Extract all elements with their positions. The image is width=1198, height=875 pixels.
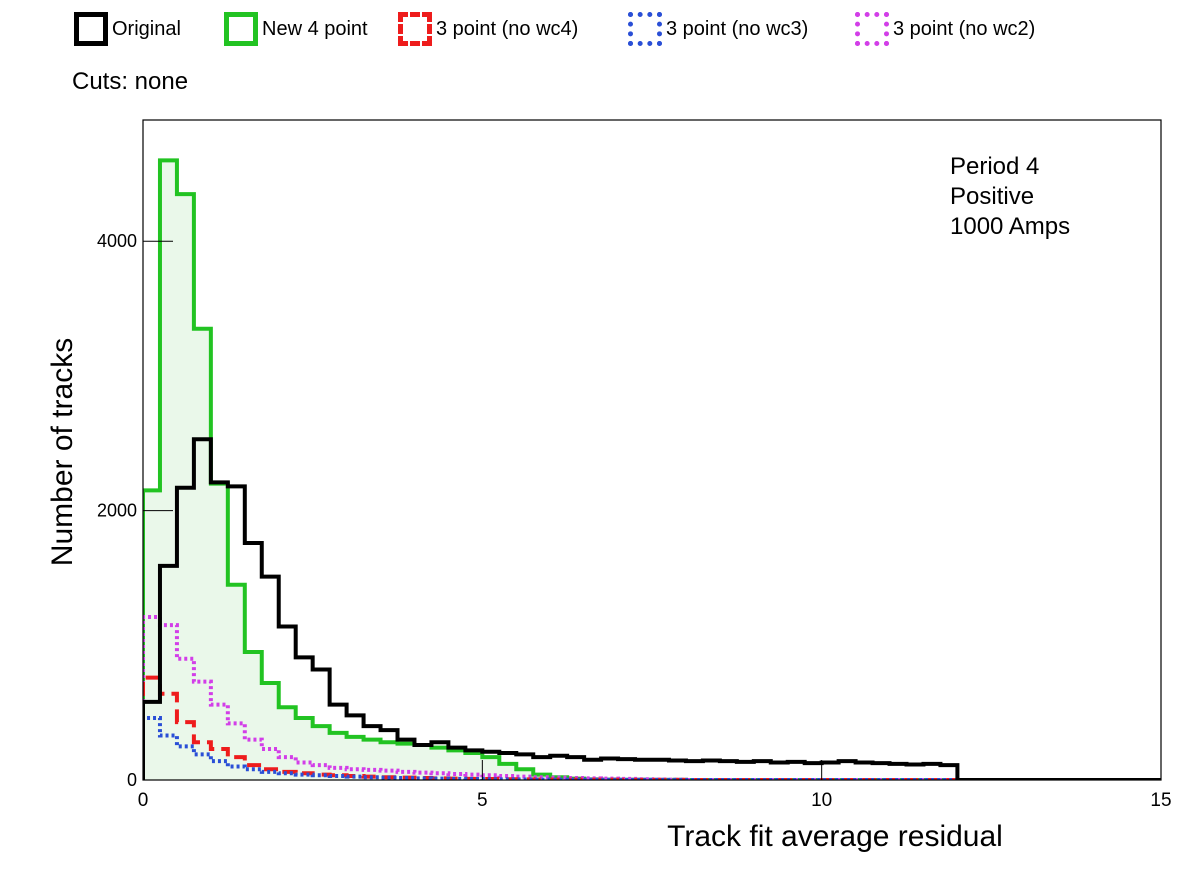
legend-swatch-no-wc3 — [628, 12, 662, 46]
legend-swatch-no-wc4 — [398, 12, 432, 46]
legend-item-new-4-point: New 4 point — [224, 12, 368, 46]
plot-frame — [142, 119, 1162, 781]
y-tick-label: 4000 — [97, 231, 137, 251]
y-axis-label: Number of tracks — [46, 338, 79, 566]
legend-item-no-wc2: 3 point (no wc2) — [855, 12, 1035, 46]
legend-swatch-new-4-point — [224, 12, 258, 46]
legend-label-no-wc2: 3 point (no wc2) — [893, 17, 1036, 40]
legend-label-no-wc3: 3 point (no wc3) — [666, 17, 809, 40]
series-line-3-point-no-wc4 — [143, 675, 1161, 780]
series-line-3-point-no-wc2 — [143, 615, 1161, 780]
legend-label-new-4-point: New 4 point — [262, 17, 368, 40]
x-tick-label: 15 — [1150, 790, 1171, 811]
x-tick-label: 0 — [138, 790, 149, 811]
x-axis-label: Track fit average residual — [667, 820, 1003, 853]
x-tick-label: 5 — [477, 790, 488, 811]
legend-label-original: Original — [112, 17, 181, 40]
cuts-label: Cuts: none — [72, 68, 189, 95]
annotation-period: Period 4 — [950, 153, 1040, 180]
run-annotation: Period 4 Positive 1000 Amps — [950, 152, 1070, 242]
annotation-polarity: Positive — [950, 183, 1035, 210]
legend-item-no-wc4: 3 point (no wc4) — [398, 12, 578, 46]
legend-swatch-original — [74, 12, 108, 46]
legend-item-no-wc3: 3 point (no wc3) — [628, 12, 808, 46]
legend-item-original: Original — [74, 12, 181, 46]
y-tick-label: 0 — [127, 770, 137, 790]
series-line-original — [143, 437, 1161, 780]
legend-swatch-no-wc2 — [855, 12, 889, 46]
legend-label-no-wc4: 3 point (no wc4) — [436, 17, 579, 40]
series-line-3-point-no-wc3 — [143, 716, 1161, 780]
x-tick-label: 10 — [811, 790, 832, 811]
annotation-current: 1000 Amps — [950, 213, 1071, 240]
series-fill-new-4-point — [143, 160, 1161, 780]
y-tick-label: 2000 — [97, 501, 137, 521]
series-line-new-4-point — [143, 158, 1161, 780]
